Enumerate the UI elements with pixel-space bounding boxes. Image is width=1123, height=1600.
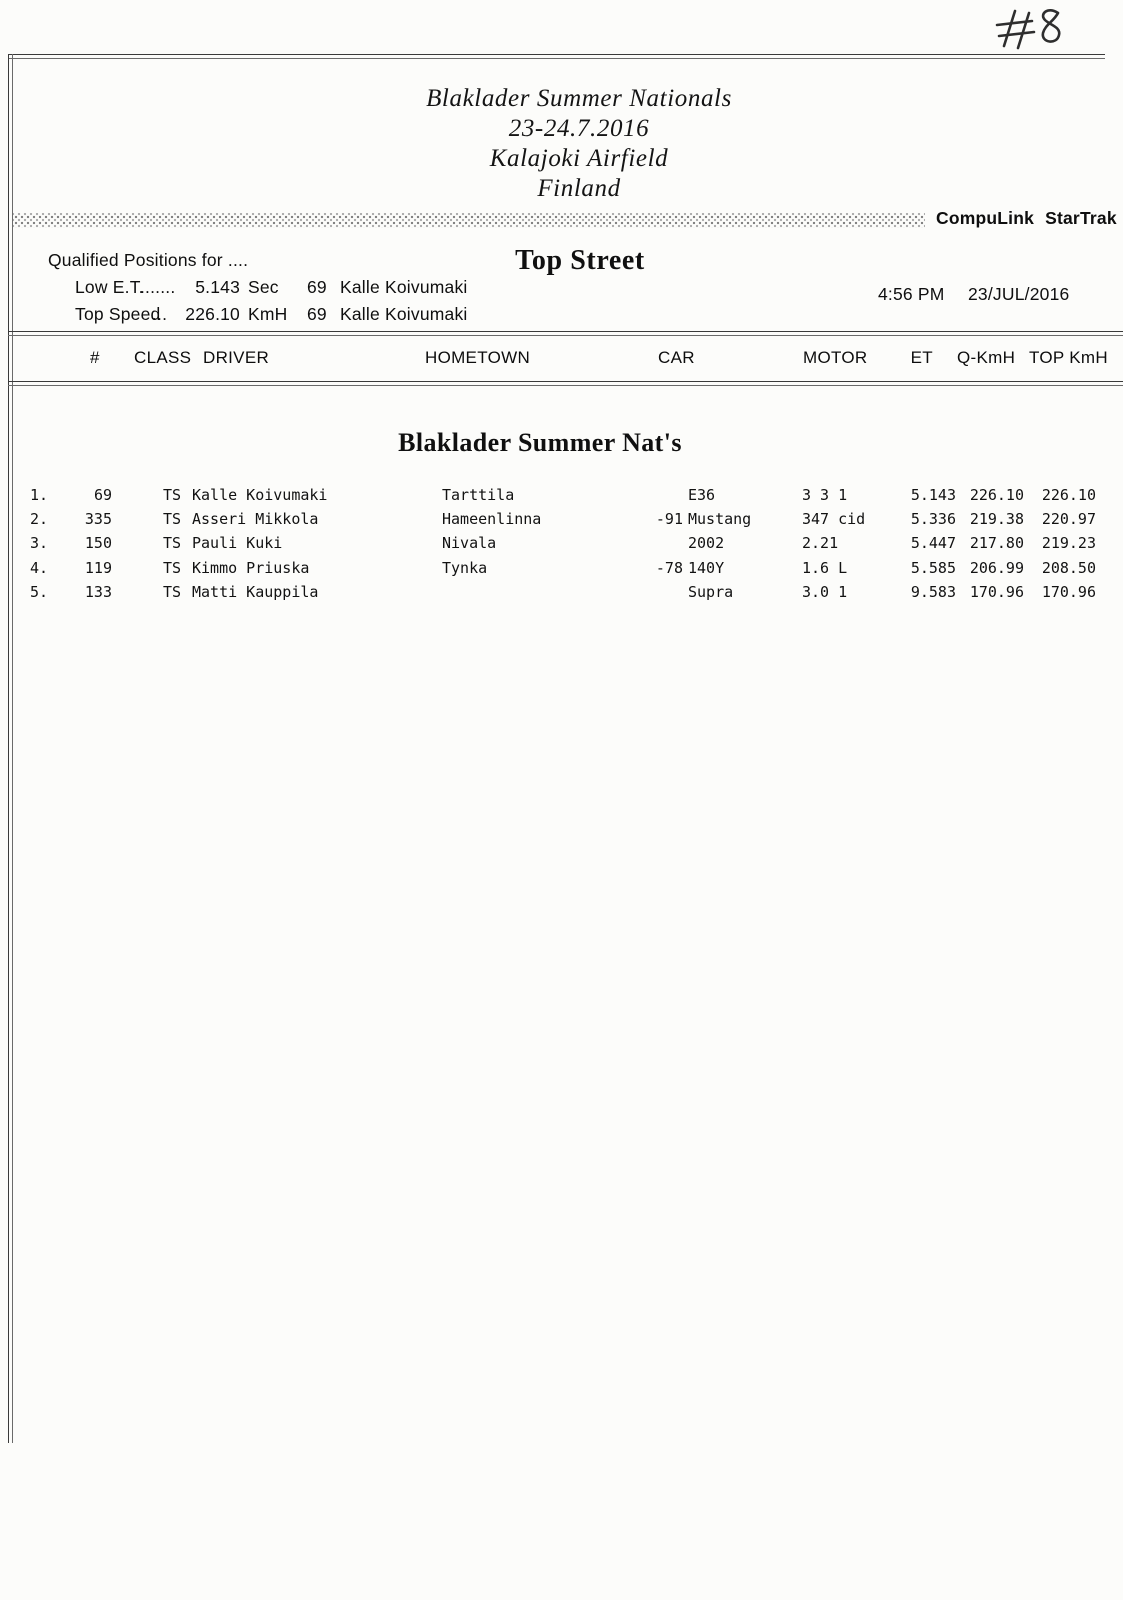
event-title: Blaklader Summer Nationals [426, 85, 732, 112]
row-position: 3. [30, 534, 49, 553]
row-car-number: 133 [84, 582, 112, 601]
low-et-unit: Sec [248, 277, 279, 297]
row-car-year: -78 [655, 558, 683, 577]
page-top-border [8, 54, 1105, 59]
row-car-year: -91 [655, 510, 683, 529]
row-q-kmh: 219.38 [969, 510, 1024, 529]
class-title: Top Street [515, 245, 645, 276]
row-top-kmh: 170.96 [1041, 582, 1096, 601]
row-q-kmh: 226.10 [969, 486, 1024, 504]
row-top-kmh: 220.97 [1041, 510, 1096, 529]
row-driver: Asseri Mikkola [192, 510, 319, 529]
row-motor: 1.6 L [802, 558, 848, 577]
col-header-driver: DRIVER [203, 348, 270, 367]
table-row: 2. 335 TS Asseri Mikkola Hameenlinna -91… [0, 510, 1123, 534]
row-motor: 3 3 1 [802, 486, 848, 504]
row-car-model: E36 [688, 486, 716, 504]
row-q-kmh: 217.80 [969, 534, 1024, 553]
print-date: 23/JUL/2016 [968, 284, 1070, 304]
col-header-car: CAR [658, 348, 695, 367]
row-motor: 347 cid [802, 510, 866, 529]
row-position: 2. [30, 510, 49, 529]
row-car-model: 2002 [688, 534, 725, 553]
row-position: 1. [30, 486, 49, 504]
table-row: 5. 133 TS Matti Kauppila Supra 3.0 1 9.5… [0, 583, 1123, 607]
row-q-kmh: 170.96 [969, 582, 1024, 601]
low-et-car-number: 69 [307, 277, 327, 297]
event-dates: 23-24.7.2016 [508, 115, 650, 142]
row-hometown: Tynka [442, 558, 488, 577]
low-et-driver: Kalle Koivumaki [340, 277, 468, 297]
event-venue: Kalajoki Airfield [489, 145, 669, 172]
row-motor: 3.0 1 [802, 582, 848, 601]
col-header-number: # [90, 348, 100, 367]
row-class: TS [163, 486, 182, 504]
row-hometown: Tarttila [442, 486, 515, 504]
low-et-label: Low E.T. [75, 277, 144, 297]
row-car-number: 69 [93, 486, 112, 504]
results-table: 1. 69 TS Kalle Koivumaki Tarttila E36 3 … [0, 486, 1123, 607]
col-header-et: ET [910, 348, 933, 367]
row-driver: Matti Kauppila [192, 582, 319, 601]
top-speed-car-number: 69 [307, 304, 327, 324]
table-header-top-rule [8, 331, 1123, 336]
col-header-class: CLASS [134, 348, 192, 367]
row-q-kmh: 206.99 [969, 558, 1024, 577]
row-car-model: Mustang [688, 510, 752, 529]
row-class: TS [163, 558, 182, 577]
top-speed-driver: Kalle Koivumaki [340, 304, 468, 324]
handwritten-number-8-icon [995, 9, 1061, 50]
row-class: TS [163, 582, 182, 601]
row-et: 5.336 [910, 510, 956, 529]
row-top-kmh: 208.50 [1041, 558, 1096, 577]
row-top-kmh: 226.10 [1041, 486, 1096, 504]
row-car-number: 119 [84, 558, 112, 577]
qualified-positions-heading: Qualified Positions for .... [48, 250, 249, 270]
table-row: 4. 119 TS Kimmo Priuska Tynka -78 140Y 1… [0, 559, 1123, 583]
event-title-block: Blaklader Summer Nationals 23-24.7.2016 … [309, 84, 849, 204]
row-hometown: Nivala [442, 534, 497, 553]
top-speed-dots: ... [152, 304, 168, 324]
top-speed-value: 226.10 [185, 304, 240, 324]
col-header-motor: MOTOR [803, 348, 868, 367]
col-header-top-kmh: TOP KmH [1029, 348, 1108, 367]
timing-system-brand: CompuLink StarTrak [936, 208, 1117, 228]
row-car-number: 335 [84, 510, 112, 529]
row-et: 9.583 [910, 582, 956, 601]
row-et: 5.143 [910, 486, 956, 504]
row-car-model: Supra [688, 582, 734, 601]
row-et: 5.585 [910, 558, 956, 577]
col-header-hometown: HOMETOWN [425, 348, 531, 367]
row-car-number: 150 [84, 534, 112, 553]
row-et: 5.447 [910, 534, 956, 553]
row-hometown: Hameenlinna [442, 510, 542, 529]
low-et-value: 5.143 [195, 277, 240, 297]
row-position: 4. [30, 558, 49, 577]
print-time: 4:56 PM [878, 284, 945, 304]
row-class: TS [163, 534, 182, 553]
row-driver: Kimmo Priuska [192, 558, 310, 577]
row-class: TS [163, 510, 182, 529]
top-speed-label: Top Speed [75, 304, 161, 324]
table-header-bottom-rule [8, 381, 1123, 386]
page-left-border [8, 54, 13, 1443]
section-title: Blaklader Summer Nat's [398, 428, 682, 457]
handwritten-page-number [988, 4, 1074, 63]
col-header-q-kmh: Q-KmH [957, 348, 1016, 367]
top-speed-unit: KmH [248, 304, 288, 324]
event-country: Finland [537, 175, 621, 202]
row-driver: Pauli Kuki [192, 534, 283, 553]
table-row: 1. 69 TS Kalle Koivumaki Tarttila E36 3 … [0, 486, 1123, 510]
row-top-kmh: 219.23 [1041, 534, 1096, 553]
table-row: 3. 150 TS Pauli Kuki Nivala 2002 2.21 5.… [0, 534, 1123, 558]
row-driver: Kalle Koivumaki [192, 486, 328, 504]
row-motor: 2.21 [802, 534, 839, 553]
row-car-model: 140Y [688, 558, 725, 577]
row-position: 5. [30, 582, 49, 601]
low-et-dots: ....... [140, 277, 176, 297]
dotted-separator [13, 213, 925, 228]
